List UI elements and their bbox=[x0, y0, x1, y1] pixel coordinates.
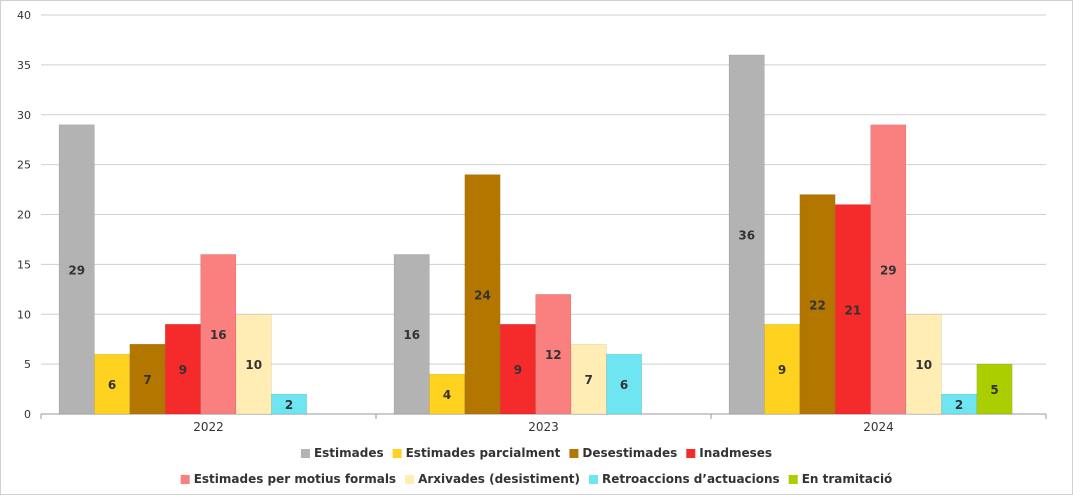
data-label: 7 bbox=[143, 373, 151, 387]
legend-label: Retroaccions d’actuacions bbox=[602, 472, 780, 486]
x-axis: 2022 2023 2024 bbox=[40, 414, 1047, 434]
legend-label: En tramitació bbox=[802, 472, 893, 486]
bar-retroaccions-d-actuacions-2022 bbox=[271, 393, 308, 415]
y-axis: 0 5 10 15 20 25 30 35 40 bbox=[17, 9, 31, 421]
data-label: 24 bbox=[474, 288, 491, 302]
bar-estimades-2024 bbox=[728, 54, 765, 415]
data-label: 12 bbox=[545, 348, 562, 362]
bar-arxivades-desistiment--2022 bbox=[235, 313, 272, 415]
y-tick-label: 20 bbox=[17, 209, 31, 222]
data-label: 36 bbox=[738, 228, 755, 242]
legend-swatch bbox=[686, 449, 696, 458]
y-tick-label: 30 bbox=[17, 109, 31, 122]
data-label: 29 bbox=[68, 263, 85, 277]
y-tick-label: 25 bbox=[17, 159, 31, 172]
data-label: 7 bbox=[585, 373, 593, 387]
data-labels: 29 6 7 9 16 10 2 16 4 24 9 12 7 6 36 9 22 21 29 10 2 5 bbox=[68, 228, 998, 412]
data-label: 29 bbox=[880, 263, 897, 277]
legend-swatch bbox=[392, 449, 402, 458]
bar-inadmeses-2024 bbox=[834, 204, 871, 415]
legend-label: Inadmeses bbox=[699, 446, 772, 460]
data-label: 10 bbox=[245, 358, 262, 372]
y-tick-label: 0 bbox=[24, 408, 31, 421]
data-label: 4 bbox=[443, 388, 451, 402]
bar-estimades-per-motius-formals-2022 bbox=[200, 254, 237, 415]
bar-desestimades-2024 bbox=[799, 194, 836, 415]
legend-swatch bbox=[588, 475, 598, 484]
bar-inadmeses-2022 bbox=[164, 323, 201, 415]
data-label: 5 bbox=[990, 383, 998, 397]
data-label: 9 bbox=[514, 363, 522, 377]
legend-label: Arxivades (desistiment) bbox=[418, 472, 580, 486]
legend: Estimades Estimades parcialment Desestimad… bbox=[180, 446, 893, 486]
legend-label: Desestimades bbox=[582, 446, 677, 460]
data-label: 16 bbox=[403, 328, 420, 342]
y-tick-label: 40 bbox=[17, 9, 31, 22]
x-category-label: 2024 bbox=[863, 420, 894, 434]
legend-swatch bbox=[180, 475, 190, 484]
bar-desestimades-2023 bbox=[464, 174, 501, 415]
data-label: 21 bbox=[845, 303, 862, 317]
y-tick-label: 5 bbox=[24, 358, 31, 371]
y-tick-label: 10 bbox=[17, 308, 31, 321]
bar-estimades-2022 bbox=[58, 124, 95, 415]
y-tick-label: 35 bbox=[17, 59, 31, 72]
bar-inadmeses-2023 bbox=[499, 323, 536, 415]
legend-label: Estimades parcialment bbox=[406, 446, 561, 460]
data-label: 16 bbox=[210, 328, 227, 342]
bar-desestimades-2022 bbox=[129, 343, 166, 415]
y-tick-label: 15 bbox=[17, 258, 31, 271]
bars bbox=[58, 54, 1013, 415]
legend-label: Estimades per motius formals bbox=[194, 472, 396, 486]
x-category-label: 2023 bbox=[528, 420, 559, 434]
data-label: 6 bbox=[108, 378, 116, 392]
bar-arxivades-desistiment--2024 bbox=[905, 313, 942, 415]
bar-arxivades-desistiment--2023 bbox=[570, 343, 607, 415]
legend-swatch bbox=[569, 449, 579, 458]
bar-estimades-per-motius-formals-2024 bbox=[870, 124, 907, 415]
data-label: 9 bbox=[179, 363, 187, 377]
bar-estimades-parcialment-2024 bbox=[764, 323, 801, 415]
data-label: 9 bbox=[778, 363, 786, 377]
legend-swatch bbox=[788, 475, 798, 484]
data-label: 22 bbox=[809, 298, 826, 312]
bar-estimades-per-motius-formals-2023 bbox=[535, 293, 572, 415]
legend-swatch bbox=[300, 449, 310, 458]
data-label: 10 bbox=[915, 358, 932, 372]
bar-retroaccions-d-actuacions-2023 bbox=[606, 353, 643, 415]
bar-en-tramitaci--2024 bbox=[976, 363, 1013, 415]
data-label: 2 bbox=[955, 398, 963, 412]
bar-estimades-2023 bbox=[393, 254, 430, 415]
legend-swatch bbox=[405, 475, 415, 484]
data-label: 2 bbox=[285, 398, 293, 412]
legend-label: Estimades bbox=[314, 446, 384, 460]
data-label: 6 bbox=[620, 378, 628, 392]
x-category-label: 2022 bbox=[193, 420, 224, 434]
bar-estimades-parcialment-2022 bbox=[94, 353, 131, 415]
